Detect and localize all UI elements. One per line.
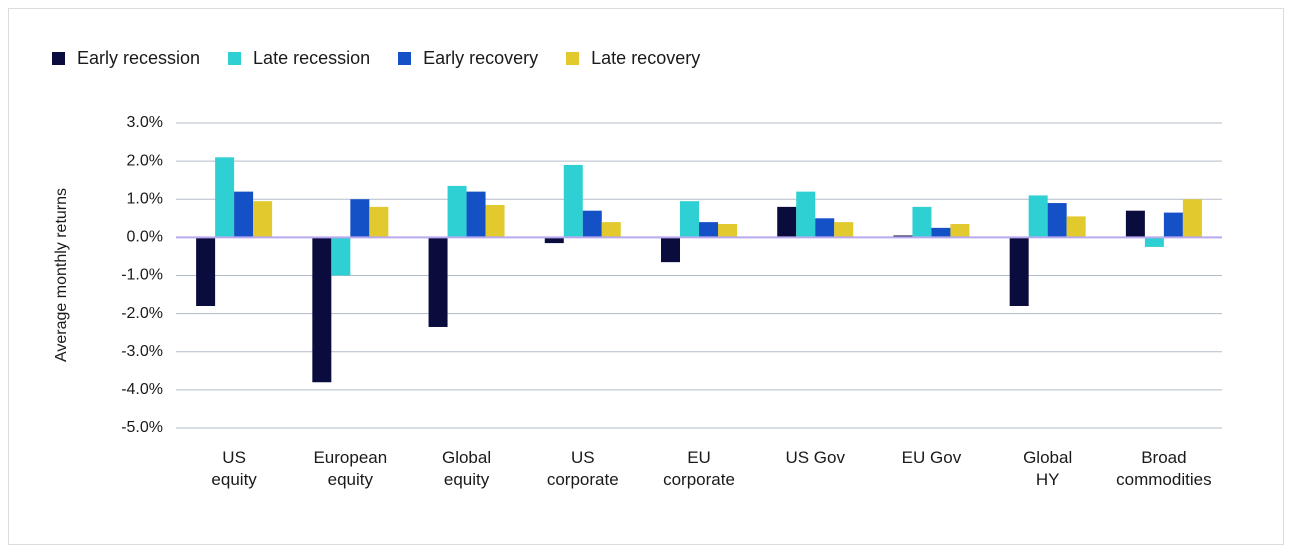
bar	[234, 191, 254, 238]
y-axis-label: Average monthly returns	[53, 188, 70, 362]
bar	[699, 222, 718, 238]
x-tick-label: US corporate	[546, 448, 619, 489]
bar	[1144, 237, 1164, 247]
y-tick-label: 3.0%	[127, 114, 163, 131]
bar	[912, 206, 932, 238]
x-tick-label: EU Gov	[901, 448, 962, 467]
x-tick-label: EU corporate	[663, 448, 735, 489]
y-tick-label: -5.0%	[121, 419, 163, 436]
x-tick-label: European equity	[313, 448, 388, 489]
y-tick-label: -2.0%	[121, 305, 163, 322]
legend-item: Early recession	[52, 48, 200, 69]
bar	[1047, 203, 1067, 238]
bar	[331, 237, 351, 276]
bar	[718, 224, 737, 238]
bar	[350, 199, 370, 238]
y-tick-label: -4.0%	[121, 381, 163, 398]
bar	[582, 210, 602, 238]
legend-item: Late recession	[228, 48, 370, 69]
bar	[215, 157, 235, 238]
bar	[544, 237, 564, 244]
bar	[661, 237, 680, 263]
bar	[601, 222, 621, 238]
legend-label: Early recovery	[423, 48, 539, 68]
y-tick-label: -3.0%	[121, 343, 163, 360]
bar	[950, 224, 970, 238]
legend-item: Early recovery	[398, 48, 538, 69]
x-tick-label: US Gov	[785, 448, 845, 467]
bar	[485, 204, 505, 238]
x-tick-label: Global HY	[1023, 448, 1073, 489]
bar	[680, 201, 699, 238]
bar	[312, 237, 332, 383]
y-tick-label: 2.0%	[127, 152, 163, 169]
y-tick-label: 0.0%	[127, 229, 163, 246]
y-tick-label: -1.0%	[121, 267, 163, 284]
bar	[253, 201, 273, 238]
chart-frame	[8, 8, 1284, 545]
x-tick-label: Global equity	[441, 448, 492, 489]
legend-label: Late recession	[253, 48, 371, 68]
bar	[1163, 212, 1183, 238]
legend-swatch	[566, 52, 580, 65]
bar	[777, 206, 797, 238]
bar	[834, 222, 854, 238]
legend-swatch	[228, 52, 242, 65]
bar	[1182, 199, 1202, 238]
bar	[1028, 195, 1048, 238]
bar	[815, 218, 835, 238]
legend-item: Late recovery	[566, 48, 700, 69]
bar	[1009, 237, 1029, 306]
bar	[1125, 210, 1145, 238]
bar	[447, 185, 467, 238]
bar	[466, 191, 486, 238]
bar	[563, 164, 583, 238]
x-tick-label: US equity	[211, 448, 257, 489]
legend-label: Late recovery	[591, 48, 701, 68]
bar	[369, 206, 389, 238]
x-tick-label: Broad commodities	[1116, 448, 1212, 489]
bar	[1066, 216, 1086, 238]
bar	[931, 227, 951, 238]
y-tick-label: 1.0%	[127, 190, 163, 207]
legend-swatch	[398, 52, 412, 65]
bar	[196, 237, 216, 306]
bar	[428, 237, 448, 327]
legend-label: Early recession	[77, 48, 201, 68]
legend-swatch	[52, 52, 65, 65]
legend: Early recession Late recession Early recov…	[52, 48, 700, 69]
bar	[796, 191, 816, 238]
